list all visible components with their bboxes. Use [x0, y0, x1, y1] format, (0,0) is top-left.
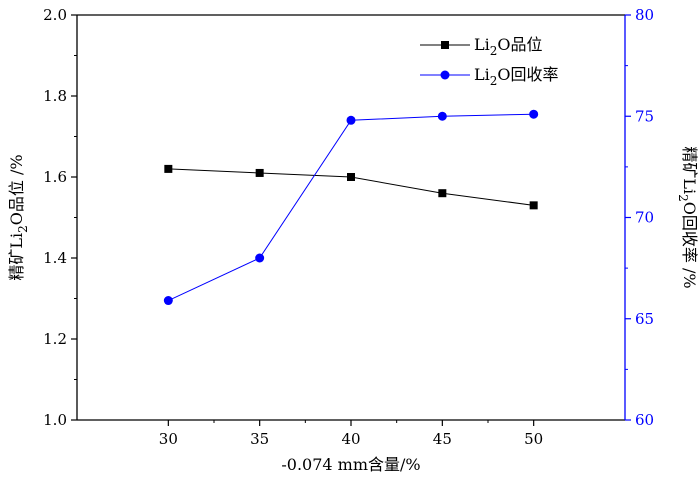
y-right-tick-label: 60 [635, 411, 654, 429]
series-0-point [438, 189, 447, 198]
y-right-axis-title-part: O回收率 /% [680, 202, 699, 289]
legend-label-0: Li2O品位 [474, 35, 543, 58]
y-right-axis-title-subscript: 2 [676, 194, 690, 202]
y-left-axis-title-subscript: 2 [16, 225, 30, 233]
y-left-axis-title-part: O品位 /% [7, 154, 26, 225]
x-tick-label: 35 [250, 430, 269, 448]
x-tick-label: 50 [524, 430, 543, 448]
legend-marker-0 [441, 41, 449, 49]
y-left-axis-title-part: 精矿Li [7, 233, 26, 281]
legend-label-1-part: O回收率 [497, 65, 558, 84]
series-1-point [529, 109, 539, 119]
series-1-point [163, 296, 173, 306]
series-layer [163, 109, 539, 306]
legend-label-0-part: O品位 [497, 35, 542, 54]
series-0-point [255, 168, 264, 177]
legend-label-1: Li2O回收率 [474, 65, 559, 88]
x-tick-label: 30 [159, 430, 178, 448]
series-1-point [346, 115, 356, 125]
y-right-tick-label: 75 [635, 107, 654, 125]
x-axis-title: -0.074 mm含量/% [281, 455, 420, 474]
y-left-tick-label: 1.8 [43, 87, 67, 105]
legend-label-0-part: Li [474, 35, 490, 54]
axes: 30 35 40 45 50 1.0 1.2 1.4 1.6 1.8 2.0 60 65 70 75 80 -0… [7, 6, 699, 474]
series-0-point [347, 173, 355, 181]
y-left-tick-label: 1.2 [43, 330, 67, 348]
series-0-point [164, 164, 173, 173]
y-left-tick-label: 1.0 [43, 411, 67, 429]
y-right-tick-label: 70 [635, 209, 654, 227]
series-0-point [529, 201, 538, 210]
legend-label-1-subscript: 2 [490, 74, 498, 88]
y-right-axis-title: 精矿Li2O回收率 /% [676, 146, 699, 288]
legend-label-0-subscript: 2 [490, 44, 498, 58]
y-left-tick-label: 1.4 [43, 249, 67, 267]
series-1-line [168, 113, 534, 301]
y-right-tick-label: 65 [635, 310, 654, 328]
legend-label-1-part: Li [474, 65, 490, 84]
y-left-tick-label: 2.0 [43, 6, 67, 24]
y-left-tick-label: 1.6 [43, 168, 67, 186]
y-left-axis-title: 精矿Li2O品位 /% [7, 154, 30, 280]
legend-marker-1 [440, 70, 450, 80]
y-right-tick-label: 80 [635, 6, 654, 24]
x-tick-label: 40 [341, 430, 360, 448]
series-1-point [255, 253, 265, 263]
y-right-axis-title-part: 精矿Li [680, 146, 699, 194]
series-1-point [437, 111, 447, 121]
x-tick-label: 45 [433, 430, 452, 448]
